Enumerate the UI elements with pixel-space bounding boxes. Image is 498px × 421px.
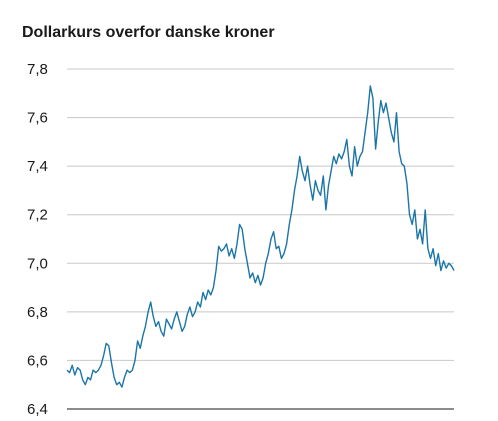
y-tick-label: 7,2 [27,207,48,224]
chart-title: Dollarkurs overfor danske kroner [22,24,275,41]
series-lines [66,85,455,388]
y-tick-label: 7,6 [27,110,48,127]
gridlines [67,68,454,410]
y-tick-label: 6,8 [27,304,48,321]
series-line-0 [66,85,455,388]
y-tick-label: 7,0 [27,255,48,272]
y-tick-label: 6,4 [27,401,48,418]
y-tick-label: 7,8 [27,61,48,78]
y-tick-label: 6,6 [27,352,48,369]
y-axis-tick-labels: 7,8 7,6 7,4 7,2 7,0 6,8 6,6 6,4 [27,61,48,418]
y-tick-label: 7,4 [27,158,48,175]
